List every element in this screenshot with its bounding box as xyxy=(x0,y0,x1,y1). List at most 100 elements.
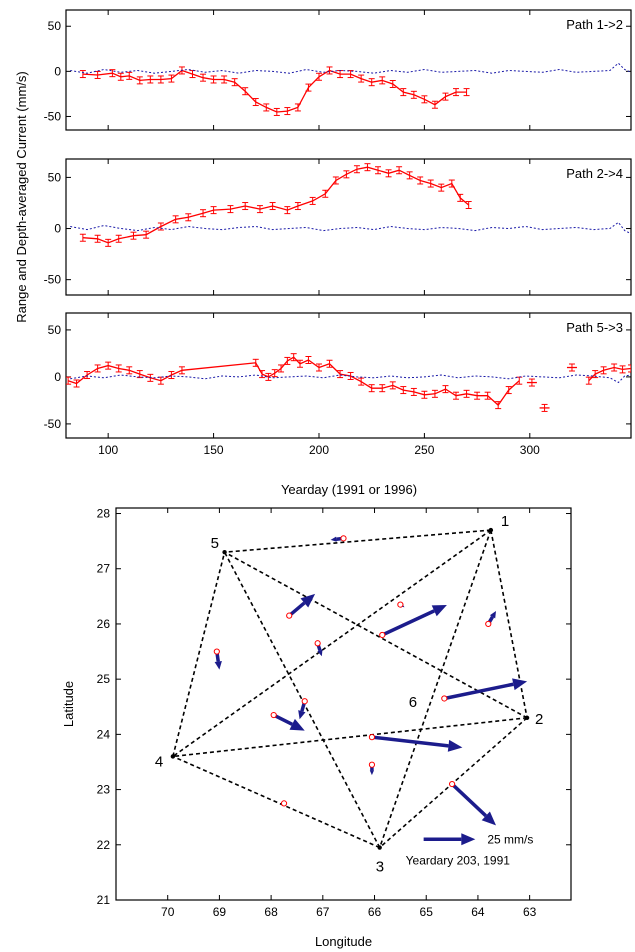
panel-data xyxy=(66,353,631,412)
current-origin-circle xyxy=(280,800,288,807)
x-tick-label: 69 xyxy=(213,905,227,919)
arrow-shaft xyxy=(450,782,488,818)
y-tick-label: 21 xyxy=(97,893,111,907)
x-tick-label: 66 xyxy=(368,905,382,919)
arrow-head xyxy=(431,605,447,617)
mooring-2-marker xyxy=(524,715,530,721)
x-tick-label: 65 xyxy=(420,905,434,919)
mooring-6-label: 6 xyxy=(409,694,417,711)
series-line-current xyxy=(588,366,631,382)
arrow-head xyxy=(300,593,316,608)
series-line-reference xyxy=(70,221,631,235)
mooring-5-marker xyxy=(222,549,227,555)
current-origin-circle xyxy=(448,780,456,788)
y-tick-label: -50 xyxy=(44,417,62,431)
arrow-head xyxy=(461,833,476,846)
arrow-head xyxy=(214,661,222,670)
mooring-4-label: 4 xyxy=(155,753,163,770)
legend-arrow xyxy=(423,833,476,846)
y-tick-label: 25 xyxy=(97,672,111,686)
arrow-head xyxy=(489,611,496,619)
mooring-1-marker xyxy=(488,527,494,533)
y-tick-label: 26 xyxy=(97,617,111,631)
current-arrow xyxy=(288,593,316,618)
y-tick-label: 24 xyxy=(97,727,111,741)
mooring-3-label: 3 xyxy=(376,859,384,876)
y-tick-label: 50 xyxy=(48,19,62,33)
panel-1: -50 0 50 Path 1->2 xyxy=(44,9,632,131)
current-arrow xyxy=(381,605,447,637)
y-tick-label: 23 xyxy=(97,783,111,797)
arrow-shaft xyxy=(272,713,293,726)
current-origin-circle xyxy=(213,648,220,655)
arrow-head xyxy=(298,710,306,720)
panel-frame xyxy=(65,158,632,296)
series-line-current xyxy=(67,356,520,407)
series-line-reference xyxy=(70,374,631,384)
panel-2: -50 0 50 Path 2->4 xyxy=(44,158,632,296)
arrow-head xyxy=(289,718,305,731)
x-tick-label: 100 xyxy=(98,443,118,457)
arrow-head xyxy=(447,739,463,752)
current-origin-circle xyxy=(340,535,347,542)
x-tick-label: 150 xyxy=(204,443,224,457)
current-origin-circle xyxy=(485,620,492,628)
mooring-3-marker xyxy=(377,845,382,850)
y-tick-label: 22 xyxy=(97,838,111,852)
series-line-reference xyxy=(70,62,631,74)
x-tick-label: 70 xyxy=(161,905,175,919)
acoustic-path-1-2 xyxy=(490,529,528,718)
panel-3: -50 0 50 100 150 200 250 300 Path 5->3 xyxy=(44,312,632,457)
x-tick-label: 64 xyxy=(471,905,485,919)
current-origin-circle xyxy=(270,711,277,719)
current-arrow xyxy=(371,735,463,752)
mooring-2-label: 2 xyxy=(535,711,543,728)
y-tick-label: -50 xyxy=(44,273,62,287)
mooring-1-label: 1 xyxy=(501,513,509,530)
y-tick-label: 50 xyxy=(48,170,62,184)
y-tick-label: 28 xyxy=(97,507,111,521)
arrow-head xyxy=(512,678,528,691)
panel-frame xyxy=(65,9,632,131)
current-arrow xyxy=(450,782,496,826)
acoustic-path-2-5 xyxy=(224,551,528,719)
panel-title: Path 5->3 xyxy=(566,320,623,335)
panel-title: Path 2->4 xyxy=(566,166,623,181)
map-x-axis-label: Longitude xyxy=(315,934,372,949)
current-origin-circle xyxy=(368,761,376,768)
y-tick-label: 0 xyxy=(54,64,61,78)
panel-data xyxy=(70,62,631,116)
current-origin-circle xyxy=(314,640,321,647)
acoustic-path-4-5 xyxy=(172,551,226,757)
x-tick-label: 68 xyxy=(264,905,278,919)
y-tick-label: 0 xyxy=(54,222,61,236)
legend-scale-label: 25 mm/s xyxy=(487,832,533,846)
current-origin-circle xyxy=(286,612,293,619)
legend-note: Yeardary 203, 1991 xyxy=(406,853,511,867)
arrow-shaft xyxy=(443,682,514,701)
shared-y-axis-label: Range and Depth-averaged Current (mm/s) xyxy=(14,71,29,322)
arrow-shaft xyxy=(381,609,435,637)
panel-data xyxy=(70,163,631,247)
mooring-5-label: 5 xyxy=(211,535,219,552)
arrow-head xyxy=(330,536,337,542)
arrow-shaft xyxy=(371,735,449,748)
mooring-4-marker xyxy=(170,754,176,759)
current-origin-circle xyxy=(368,734,376,741)
arrow-head xyxy=(402,605,405,608)
path-map-panel: 70 69 68 67 66 65 64 632122232425262728Longitud… xyxy=(61,507,572,949)
arrow-head xyxy=(369,770,374,776)
current-origin-circle xyxy=(397,601,404,608)
x-tick-label: 63 xyxy=(523,905,537,919)
current-origin-circle xyxy=(441,695,448,702)
acoustic-path-2-4 xyxy=(172,717,528,758)
current-arrow xyxy=(443,678,528,701)
y-tick-label: 27 xyxy=(97,562,111,576)
y-tick-label: -50 xyxy=(44,109,62,123)
acoustic-path-3-4 xyxy=(172,755,381,849)
panel-title: Path 1->2 xyxy=(566,17,623,32)
map-frame xyxy=(115,507,572,901)
acoustic-path-1-5 xyxy=(224,529,491,553)
current-origin-circle xyxy=(379,631,386,639)
